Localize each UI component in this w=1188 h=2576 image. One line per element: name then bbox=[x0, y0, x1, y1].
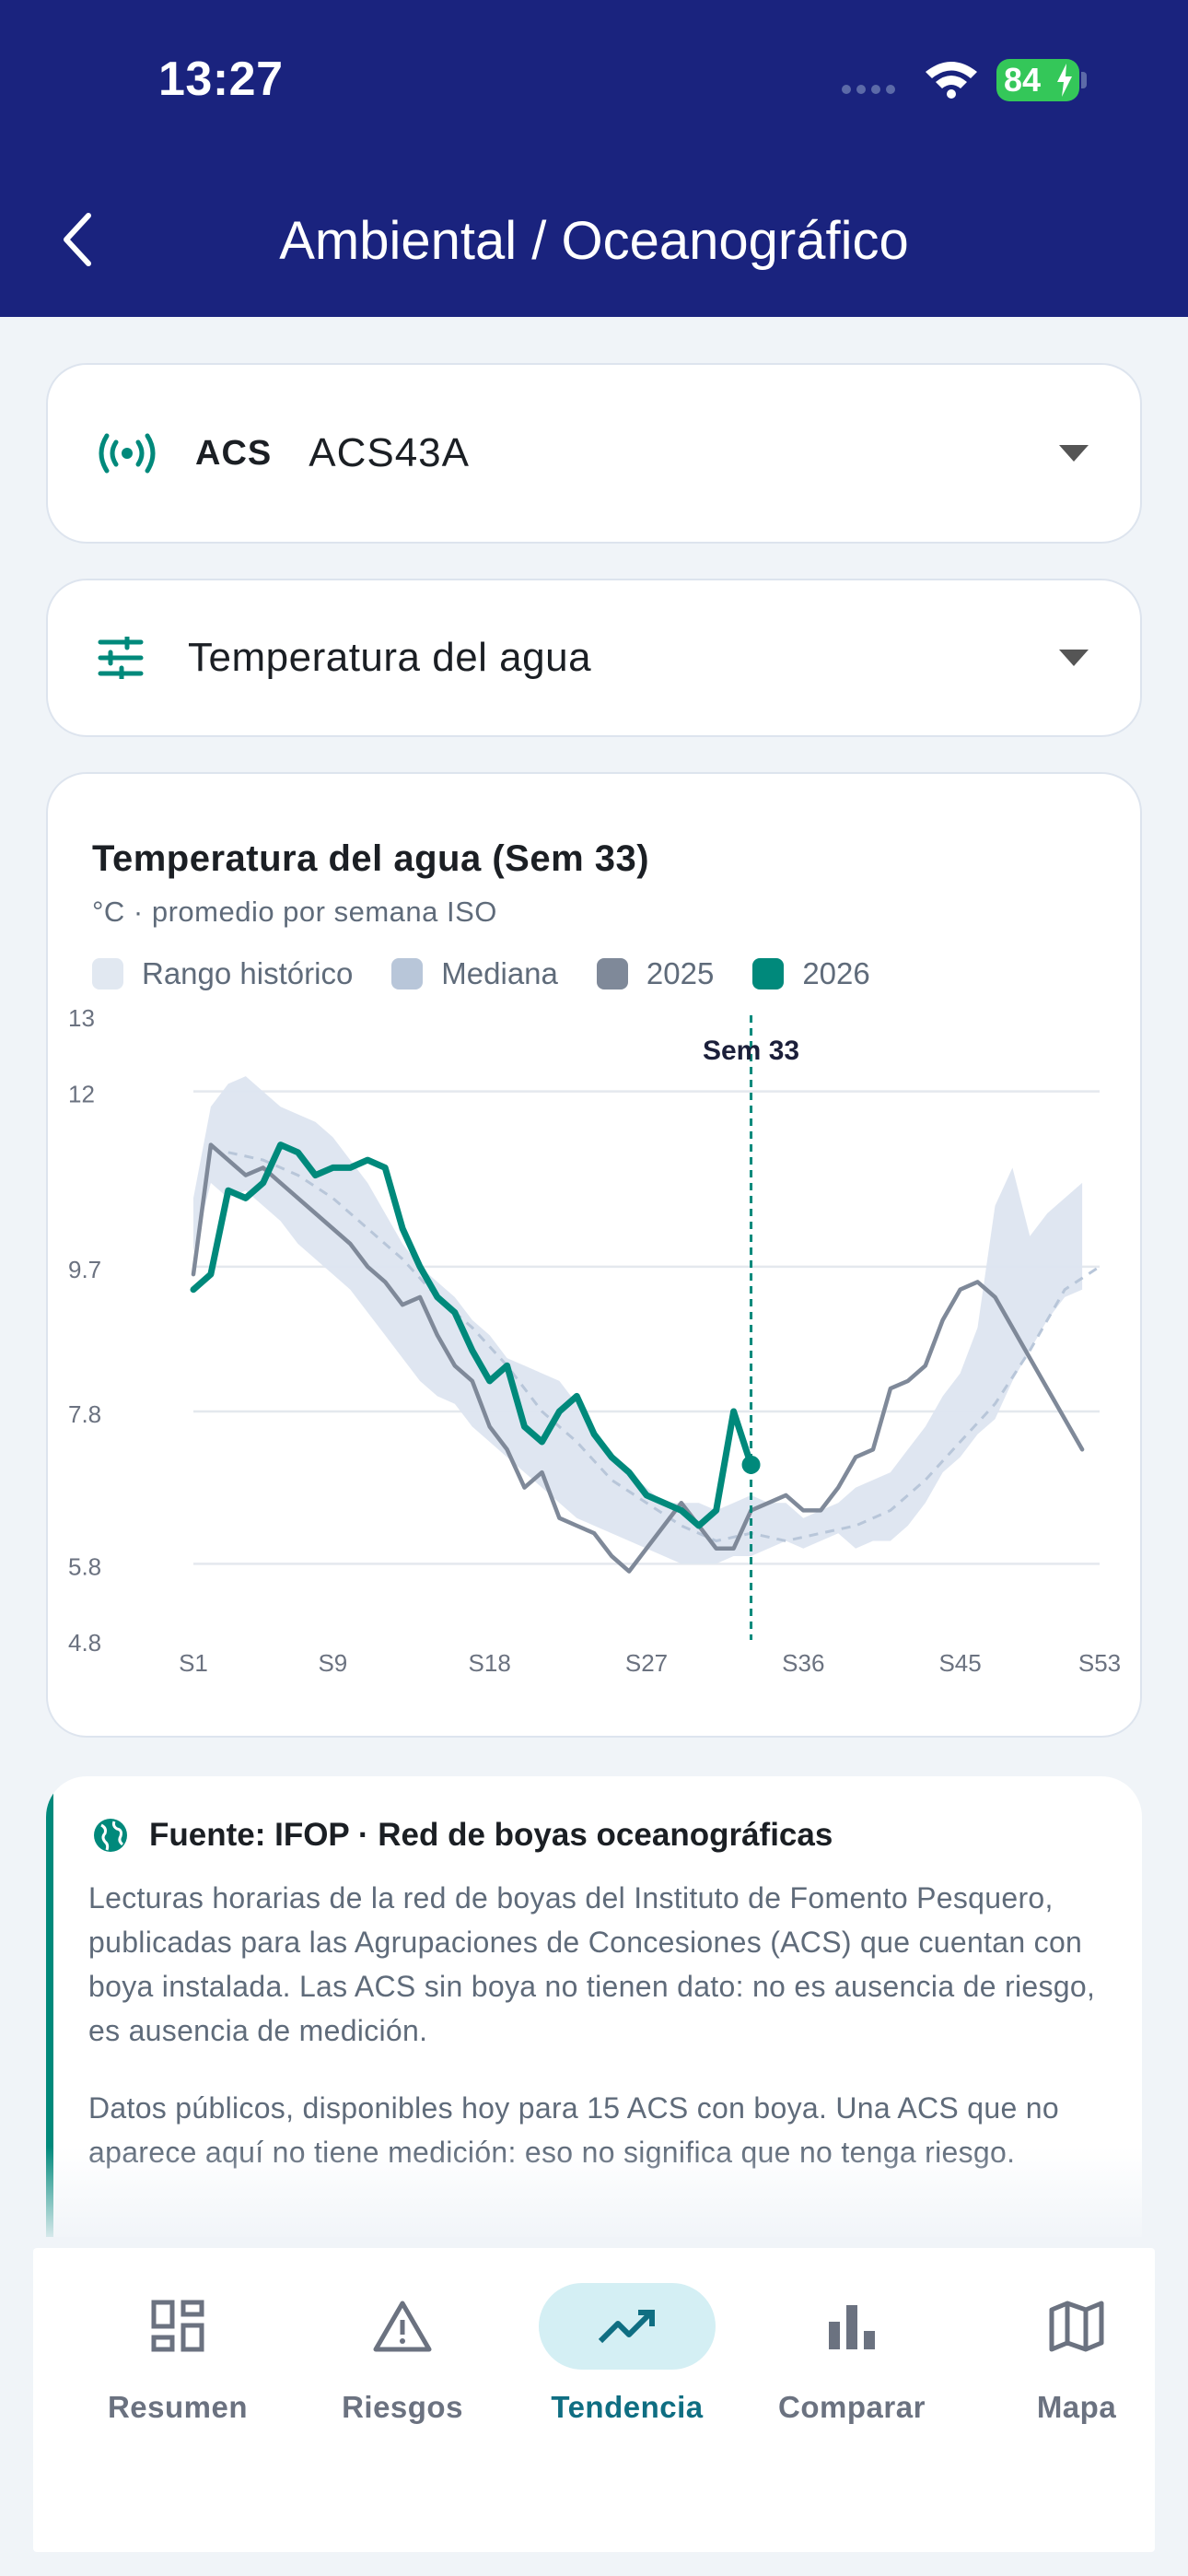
nav-item-resumen[interactable]: Resumen bbox=[67, 2283, 288, 2425]
warning-icon bbox=[373, 2301, 432, 2352]
chevron-left-icon bbox=[64, 213, 91, 266]
marker-label: Sem 33 bbox=[703, 1036, 799, 1066]
y-tick-label: 5.8 bbox=[68, 1552, 101, 1580]
x-tick-label: S53 bbox=[1078, 1649, 1121, 1677]
nav-label: Comparar bbox=[778, 2390, 926, 2424]
nav-item-riesgos[interactable]: Riesgos bbox=[292, 2283, 513, 2425]
nav-item-tendencia[interactable]: Tendencia bbox=[517, 2283, 738, 2425]
chart-card: Temperatura del agua (Sem 33) °C · prome… bbox=[46, 772, 1142, 1738]
nav-label: Mapa bbox=[1036, 2390, 1117, 2424]
battery-cap bbox=[1081, 72, 1087, 88]
chart-subtitle: °C · promedio por semana ISO bbox=[92, 896, 497, 928]
y-tick-label: 9.7 bbox=[68, 1256, 101, 1283]
nav-label: Tendencia bbox=[551, 2390, 704, 2424]
signal-icon bbox=[842, 85, 895, 94]
legend-item-range[interactable]: Rango histórico bbox=[92, 956, 353, 991]
series-line-2025 bbox=[191, 1142, 1085, 1574]
nav-label: Resumen bbox=[107, 2390, 249, 2424]
page-title: Ambiental / Oceanográfico bbox=[279, 211, 909, 271]
info-title-text: Fuente: IFOP · Red de boyas oceanográfic… bbox=[149, 1817, 833, 1853]
chart-legend: Rango histórico Mediana 2025 2026 bbox=[92, 956, 909, 991]
station-value: ACS43A bbox=[309, 430, 470, 475]
tune-icon bbox=[98, 637, 144, 679]
x-tick-label: S9 bbox=[318, 1649, 347, 1677]
legend-swatch bbox=[752, 958, 785, 989]
temperature-chart[interactable]: 13 12 9.7 7.8 5.8 4.8 S1 S9 S18 S27 S36 S45 S53 Sem 3… bbox=[48, 774, 1140, 1736]
legend-swatch bbox=[391, 958, 424, 989]
nav-icon-wrap bbox=[966, 2283, 1187, 2370]
y-tick-label: 7.8 bbox=[68, 1400, 101, 1428]
globe-icon bbox=[94, 1819, 127, 1852]
legend-label: Rango histórico bbox=[142, 956, 354, 990]
station-type-label: ACS bbox=[195, 433, 273, 473]
legend-label: Mediana bbox=[441, 956, 558, 990]
wifi-icon bbox=[926, 62, 977, 99]
back-button[interactable] bbox=[48, 203, 107, 276]
legend-item-median[interactable]: Mediana bbox=[391, 956, 558, 991]
station-select[interactable]: ACS ACS43A bbox=[46, 363, 1142, 544]
series-line-2026 bbox=[190, 1142, 754, 1529]
legend-swatch bbox=[92, 958, 123, 989]
info-title: Fuente: IFOP · Red de boyas oceanográfic… bbox=[92, 1817, 833, 1854]
caret-down-icon bbox=[1059, 650, 1089, 666]
x-tick-label: S1 bbox=[179, 1649, 208, 1677]
battery-level: 84 bbox=[1004, 61, 1042, 99]
status-time: 13:27 bbox=[158, 53, 284, 106]
metric-select[interactable]: Temperatura del agua bbox=[46, 579, 1142, 737]
x-tick-label: S27 bbox=[625, 1649, 668, 1677]
nav-icon-wrap bbox=[741, 2283, 962, 2370]
legend-item-2025[interactable]: 2025 bbox=[596, 956, 715, 991]
bottom-navigation: Resumen Riesgos Tendencia bbox=[33, 2248, 1155, 2552]
dashboard-icon bbox=[151, 2300, 204, 2352]
y-tick-label: 12 bbox=[68, 1081, 95, 1108]
legend-swatch bbox=[596, 958, 628, 989]
x-tick-label: S36 bbox=[782, 1649, 824, 1677]
charging-icon bbox=[1057, 64, 1072, 97]
x-tick-label: S18 bbox=[469, 1649, 511, 1677]
nav-label: Riesgos bbox=[342, 2390, 463, 2424]
metric-value: Temperatura del agua bbox=[188, 635, 592, 680]
map-icon bbox=[1049, 2301, 1104, 2352]
nav-icon-wrap bbox=[67, 2283, 288, 2370]
battery-indicator: 84 bbox=[996, 59, 1079, 101]
current-point bbox=[741, 1455, 761, 1474]
info-paragraph: Lecturas horarias de la red de boyas del… bbox=[88, 1881, 1096, 2047]
trend-icon bbox=[598, 2310, 655, 2344]
median-line bbox=[227, 1151, 1101, 1543]
nav-item-comparar[interactable]: Comparar bbox=[741, 2283, 962, 2425]
y-tick-label: 13 bbox=[68, 1004, 95, 1032]
legend-label: 2025 bbox=[646, 956, 715, 990]
broadcast-icon bbox=[99, 433, 156, 474]
historic-range-band bbox=[193, 1076, 1083, 1564]
bar-chart-icon bbox=[829, 2305, 875, 2349]
chart-title: Temperatura del agua (Sem 33) bbox=[92, 838, 650, 879]
scroll-fade bbox=[0, 2147, 1188, 2248]
caret-down-icon bbox=[1059, 445, 1089, 462]
legend-item-2026[interactable]: 2026 bbox=[752, 956, 870, 991]
x-tick-label: S45 bbox=[938, 1649, 981, 1677]
nav-icon-wrap bbox=[539, 2283, 716, 2370]
legend-label: 2026 bbox=[802, 956, 870, 990]
y-tick-label: 4.8 bbox=[68, 1629, 101, 1657]
nav-item-mapa[interactable]: Mapa bbox=[966, 2283, 1187, 2425]
info-accent-bar bbox=[46, 1776, 53, 2237]
app-header: 13:27 84 Ambiental / Oceanográfico bbox=[0, 0, 1188, 317]
nav-icon-wrap bbox=[292, 2283, 513, 2370]
